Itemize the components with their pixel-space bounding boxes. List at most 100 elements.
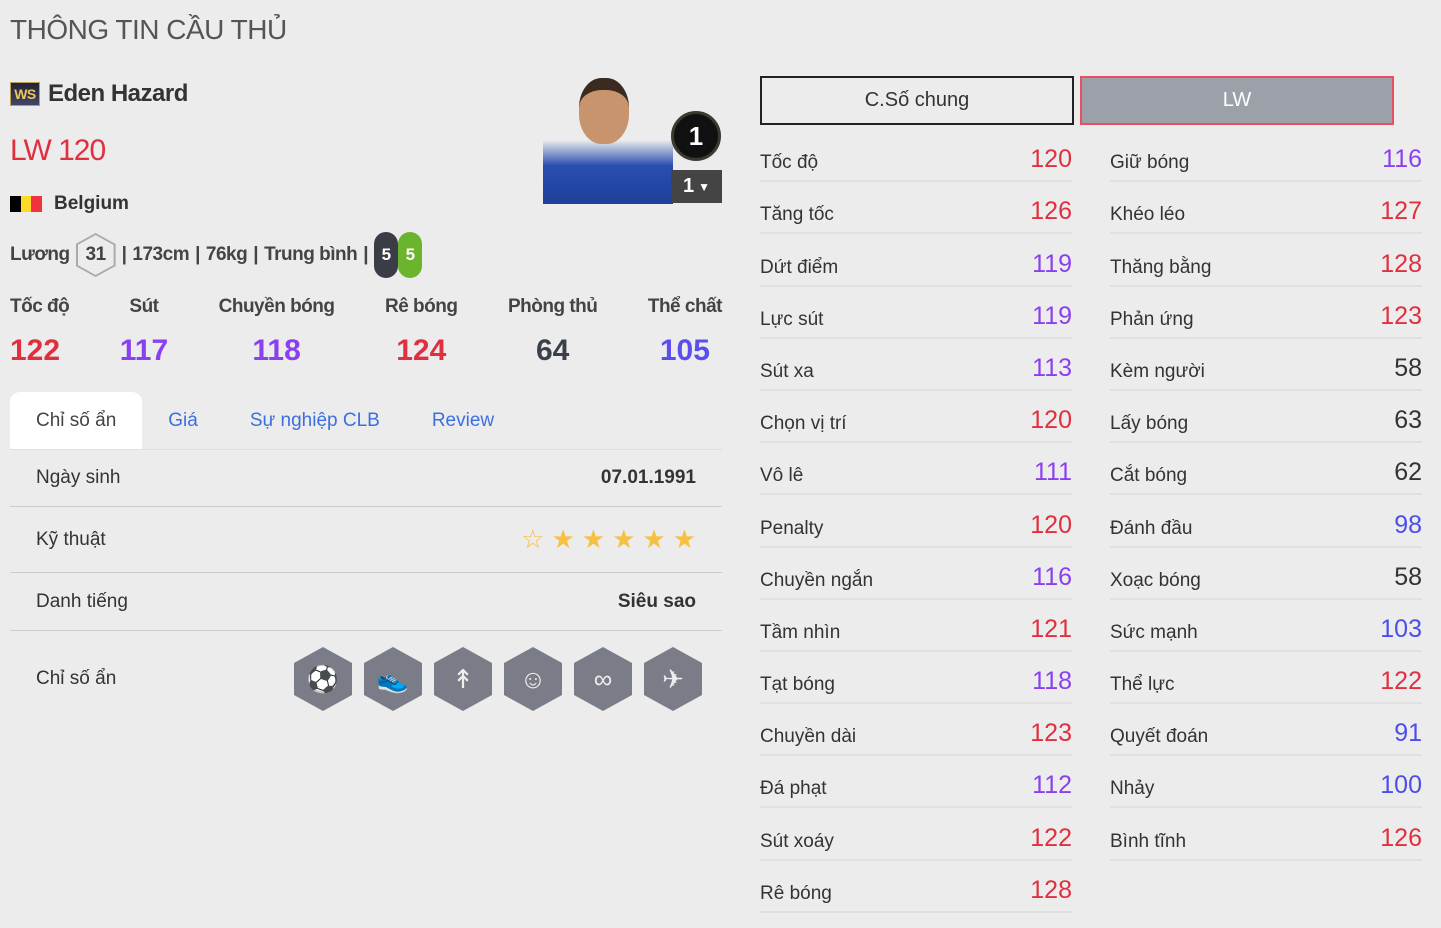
stat-row: Chuyền dài 123 bbox=[760, 704, 1072, 757]
star-empty-icon: ☆ bbox=[521, 524, 545, 554]
stat-value: 119 bbox=[1032, 301, 1072, 330]
stat-name: Giữ bóng bbox=[1110, 152, 1190, 174]
stat-row: Rê bóng 128 bbox=[760, 861, 1072, 913]
position-rating: LW 120 bbox=[10, 134, 106, 168]
fame-value: Siêu sao bbox=[617, 590, 696, 612]
stat-value: 103 bbox=[1380, 614, 1422, 643]
stat-row: Sút xoáy 122 bbox=[760, 808, 1072, 861]
stat-name: Chuyền ngắn bbox=[760, 569, 874, 591]
weight: 76kg bbox=[205, 244, 248, 265]
nationality: Belgium bbox=[10, 193, 129, 215]
tab-position-stats[interactable]: LW bbox=[1080, 76, 1394, 125]
summary-stat: Rê bóng 124 bbox=[385, 296, 458, 368]
traits-row: Chỉ số ẩn ⚽ 👟 ↟ ☺ ∞ ✈ bbox=[10, 631, 722, 727]
star-filled-icon: ★ bbox=[672, 524, 696, 554]
stat-value: 126 bbox=[1380, 823, 1422, 852]
stat-name: Kèm người bbox=[1110, 360, 1205, 382]
stat-name: Đá phạt bbox=[760, 778, 827, 800]
summary-value: 122 bbox=[10, 334, 61, 367]
stat-value: 122 bbox=[1380, 667, 1422, 696]
summary-value: 117 bbox=[119, 334, 169, 367]
tab-2[interactable]: Sự nghiệp CLB bbox=[249, 409, 380, 431]
summary-label: Sút bbox=[129, 296, 159, 317]
summary-value: 118 bbox=[252, 334, 301, 367]
stats-left-column: Tốc độ 120 Tăng tốc 126 Dứt điểm 119 Lực sút 11… bbox=[760, 130, 1072, 913]
height: 173cm bbox=[132, 244, 190, 265]
tab-1[interactable]: Giá bbox=[168, 409, 198, 431]
player-photo bbox=[543, 76, 673, 204]
stat-name: Tầm nhìn bbox=[760, 621, 841, 643]
stat-value: 119 bbox=[1032, 249, 1072, 278]
stat-row: Nhảy 100 bbox=[1110, 756, 1422, 809]
speed-dribbler-icon: 👟 bbox=[364, 647, 422, 711]
summary-stat: Chuyền bóng 118 bbox=[219, 296, 335, 368]
star-filled-icon: ★ bbox=[551, 524, 575, 554]
tab-0[interactable]: Chỉ số ẩn bbox=[10, 392, 143, 449]
stat-value: 111 bbox=[1033, 458, 1072, 487]
stat-value: 120 bbox=[1030, 510, 1072, 539]
stat-row: Lực sút 119 bbox=[760, 287, 1072, 339]
stat-row: Dứt điểm 119 bbox=[760, 234, 1072, 287]
birth-label: Ngày sinh bbox=[36, 467, 121, 488]
stat-name: Cắt bóng bbox=[1110, 465, 1188, 487]
stat-row: Tạt bóng 118 bbox=[760, 652, 1072, 705]
info-tabs: Chỉ số ẩn Giá Sự nghiệp CLB Review bbox=[10, 392, 722, 450]
stat-value: 91 bbox=[1394, 719, 1422, 748]
tab-3[interactable]: Review bbox=[431, 409, 495, 431]
stat-name: Khéo léo bbox=[1110, 204, 1186, 226]
stat-row: Sút xa 113 bbox=[760, 339, 1072, 391]
stat-name: Phản ứng bbox=[1110, 308, 1194, 330]
summary-stat: Tốc độ 122 bbox=[10, 296, 70, 368]
stat-name: Tăng tốc bbox=[760, 204, 834, 226]
star-filled-icon: ★ bbox=[642, 524, 666, 554]
summary-label: Thể chất bbox=[647, 296, 723, 317]
stat-value: 120 bbox=[1030, 406, 1072, 435]
stat-row: Đánh đầu 98 bbox=[1110, 495, 1422, 548]
page-title: THÔNG TIN CẦU THỦ bbox=[10, 14, 287, 45]
salary-label: Lương bbox=[10, 244, 70, 265]
stat-value: 128 bbox=[1380, 249, 1422, 278]
stat-row: Đá phạt 112 bbox=[760, 756, 1072, 809]
level-select[interactable]: 1 ▼ bbox=[671, 170, 722, 203]
summary-label: Rê bóng bbox=[384, 296, 458, 317]
season-badge-icon: WS bbox=[10, 82, 40, 106]
stat-row: Tốc độ 120 bbox=[760, 130, 1072, 183]
stat-row: Vô lê 111 bbox=[760, 443, 1072, 496]
finesse-shot-icon: ✈ bbox=[644, 647, 702, 711]
summary-value: 124 bbox=[396, 334, 447, 367]
stat-row: Phản ứng 123 bbox=[1110, 287, 1422, 339]
stat-value: 123 bbox=[1030, 719, 1072, 748]
left-foot-icon: 5 bbox=[374, 232, 399, 278]
summary-label: Tốc độ bbox=[10, 296, 70, 317]
stat-name: Xoạc bóng bbox=[1110, 569, 1201, 591]
summary-label: Phòng thủ bbox=[507, 296, 598, 317]
player-name-row: WS Eden Hazard bbox=[10, 80, 188, 108]
summary-stat: Sút 117 bbox=[120, 296, 168, 368]
tab-general-stats[interactable]: C.Số chung bbox=[760, 76, 1074, 125]
stat-value: 127 bbox=[1380, 197, 1422, 226]
stat-row: Kèm người 58 bbox=[1110, 339, 1422, 391]
stat-row: Giữ bóng 116 bbox=[1110, 130, 1422, 183]
stat-name: Rê bóng bbox=[760, 882, 832, 904]
sep: | bbox=[363, 244, 369, 265]
summary-stat: Thể chất 105 bbox=[647, 296, 723, 368]
birth-value: 07.01.1991 bbox=[600, 467, 696, 488]
stat-row: Bình tĩnh 126 bbox=[1110, 808, 1422, 861]
playmaker-icon: ∞ bbox=[574, 647, 632, 711]
stat-name: Lực sút bbox=[760, 308, 824, 330]
stat-name: Lấy bóng bbox=[1110, 413, 1189, 435]
fame-label: Danh tiếng bbox=[36, 590, 128, 612]
stat-row: Tăng tốc 126 bbox=[760, 182, 1072, 235]
stat-name: Dứt điểm bbox=[760, 256, 839, 278]
summary-value: 64 bbox=[535, 334, 570, 367]
stat-row: Tầm nhìn 121 bbox=[760, 600, 1072, 652]
stat-value: 98 bbox=[1394, 510, 1422, 539]
long-shot-icon: ⚽ bbox=[294, 647, 352, 711]
stat-row: Xoạc bóng 58 bbox=[1110, 548, 1422, 600]
stat-row: Quyết đoán 91 bbox=[1110, 704, 1422, 757]
stat-name: Tốc độ bbox=[760, 152, 819, 174]
stat-row: Penalty 120 bbox=[760, 495, 1072, 548]
stat-name: Đánh đầu bbox=[1110, 517, 1193, 539]
stat-name: Thăng bằng bbox=[1110, 256, 1212, 278]
stat-row: Thể lực 122 bbox=[1110, 652, 1422, 705]
